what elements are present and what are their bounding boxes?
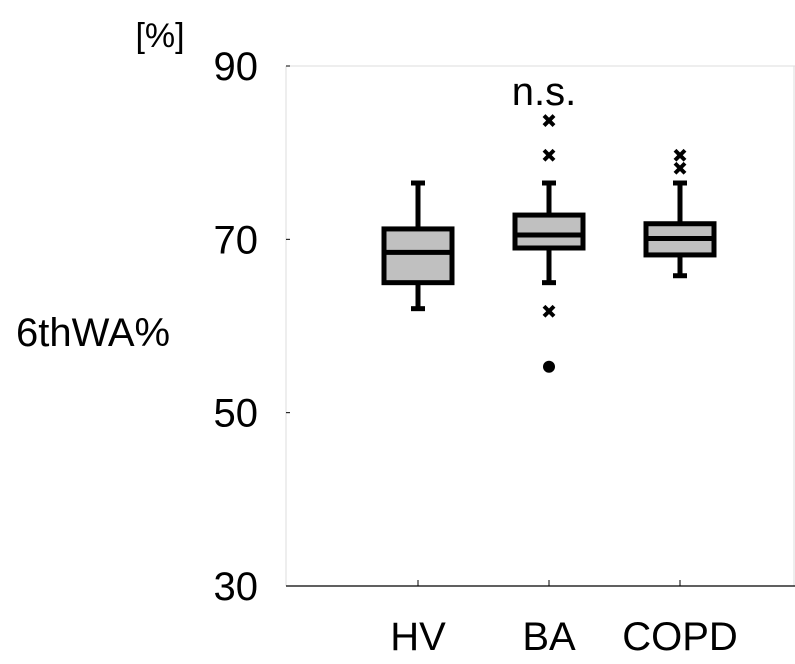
outlier-cross-ba-0 (542, 114, 556, 128)
outlier-cross-copd-0 (673, 148, 687, 162)
y-tick-label-30: 30 (214, 565, 259, 609)
iqr-box-ba (512, 212, 586, 251)
significance-annotation: n.s. (512, 70, 576, 114)
y-axis-label: 6thWA% (16, 311, 170, 355)
outlier-cross-ba-1 (542, 148, 556, 162)
box-copd (643, 148, 717, 279)
x-tick-label-copd: COPD (622, 615, 738, 659)
outlier-cross-stroke-b (673, 161, 687, 175)
unit-label: [%] (135, 17, 184, 55)
iqr-box-hv (381, 226, 455, 286)
outlier-cross-stroke-b (673, 148, 687, 162)
y-tick-label-70: 70 (214, 218, 259, 262)
x-tick-label-hv: HV (390, 615, 446, 659)
outlier-cross-ba-2 (542, 304, 556, 318)
outlier-cross-stroke-b (542, 114, 556, 128)
y-tick-label-90: 90 (214, 45, 259, 89)
outlier-cross-stroke-b (542, 304, 556, 318)
box-hv (381, 180, 455, 312)
box-ba (512, 114, 586, 373)
y-tick-label-50: 50 (214, 392, 259, 436)
x-axis-ticks: HV BA COPD (390, 580, 738, 659)
outlier-dot-ba-0 (543, 360, 555, 373)
box-series (381, 114, 717, 373)
outlier-cross-stroke-b (542, 148, 556, 162)
y-axis-ticks: 30 50 70 90 (214, 45, 290, 609)
x-tick-label-ba: BA (522, 615, 576, 659)
outlier-cross-copd-1 (673, 161, 687, 175)
